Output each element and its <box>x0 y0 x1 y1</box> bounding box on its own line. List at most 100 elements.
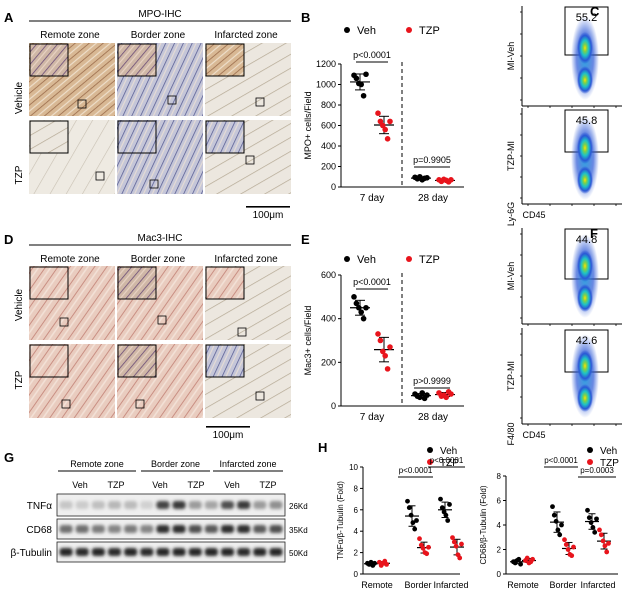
micrograph-inset <box>29 266 69 300</box>
panel-letter-e: E <box>301 232 310 247</box>
flow-panel-c: MI-Veh 55.2 TZP-MI 45.8 Ly-6G CD45 <box>506 6 622 226</box>
p-value-label: p=0.9905 <box>413 155 451 165</box>
x-category-label: 7 day <box>360 412 384 423</box>
legend-marker <box>427 447 433 453</box>
data-point <box>420 545 426 551</box>
data-point <box>598 532 604 538</box>
data-point <box>597 527 602 533</box>
legend-label: TZP <box>600 458 619 469</box>
blot-lane-label: TZP <box>108 480 125 490</box>
legend-label: TZP <box>419 25 440 37</box>
blot-band <box>237 501 251 509</box>
blot-band <box>188 501 202 509</box>
data-point <box>356 304 362 311</box>
y-tick-label: 400 <box>321 314 336 324</box>
blot-band <box>188 548 202 556</box>
data-point <box>406 505 412 511</box>
flow-sample-label: TZP-MI <box>506 361 516 391</box>
blot-band <box>220 525 235 533</box>
legend-marker <box>587 459 593 465</box>
data-point <box>438 496 443 502</box>
y-tick-label: 600 <box>321 270 336 280</box>
blot-band <box>204 548 218 556</box>
data-point <box>358 81 365 88</box>
data-point <box>380 122 386 129</box>
scale-bar <box>246 206 290 208</box>
data-point <box>360 92 367 99</box>
data-point <box>358 309 365 315</box>
p-value-label: p>0.9999 <box>413 376 451 386</box>
flow-cloud-core <box>577 284 593 312</box>
blot-protein-label: TNFα <box>27 501 52 512</box>
blot-band <box>237 525 251 533</box>
data-point <box>377 337 384 344</box>
data-point <box>450 535 455 541</box>
micrograph-inset <box>117 43 157 77</box>
micrograph-inset <box>205 43 245 77</box>
panel-c: C MI-Veh 55.2 TZP-MI 45.8 Ly-6G CD45 <box>506 4 622 226</box>
data-point <box>363 304 369 311</box>
blot-group-label: Border zone <box>151 459 200 469</box>
data-point <box>375 331 381 337</box>
y-tick-label: 8 <box>497 472 502 481</box>
flow-sample-label: TZP-MI <box>506 141 516 171</box>
data-point <box>426 544 431 550</box>
data-point <box>592 529 598 535</box>
blot-band <box>91 525 105 533</box>
chart-b: 0 200 400 600 800 1000 1200 MPO+ cells/Field 7 d… <box>303 25 464 204</box>
flow-cloud-core <box>577 66 593 94</box>
panel-d-zone-label: Infarcted zone <box>214 254 278 265</box>
y-tick-label: 10 <box>349 463 358 472</box>
x-category-label: Remote <box>507 580 539 590</box>
panel-d-row-label: TZP <box>14 370 25 389</box>
data-point <box>387 118 393 125</box>
data-point <box>360 315 367 322</box>
panel-a-zone-label: Infarcted zone <box>214 30 278 41</box>
data-point <box>353 75 360 82</box>
p-value-label: p<0.0001 <box>544 456 578 465</box>
legend-marker <box>344 27 350 33</box>
data-point <box>551 512 557 518</box>
data-point <box>448 391 454 397</box>
data-point <box>445 518 451 523</box>
blot-size-label: 50Kd <box>289 549 308 558</box>
micrograph-inset <box>117 120 157 154</box>
blot-band <box>107 548 122 556</box>
data-point <box>382 126 389 133</box>
y-tick-label: 4 <box>497 521 502 530</box>
panel-letter-b: B <box>301 10 310 25</box>
micrograph-roi-box <box>61 399 71 409</box>
data-point <box>380 348 386 355</box>
data-point <box>377 118 384 125</box>
micrograph-inset <box>205 266 245 300</box>
y-tick-label: 600 <box>321 121 336 131</box>
data-point <box>600 538 606 544</box>
micrograph-roi-box <box>59 317 69 327</box>
flow-sample-label: MI-Veh <box>506 42 516 71</box>
data-point <box>569 553 575 559</box>
flow-y-label: F4/80 <box>506 422 516 445</box>
data-point <box>384 561 389 567</box>
legend-marker <box>587 447 593 453</box>
data-point <box>453 543 459 549</box>
blot-band <box>220 548 235 556</box>
chart-h-tnfa: 0 2 4 6 8 10 TNFα/β-Tubulin (Fold) Remote Border… <box>336 446 469 590</box>
data-point <box>590 525 596 530</box>
panel-a-row-label: Vehicle <box>14 81 25 114</box>
data-point <box>606 540 611 546</box>
data-point <box>550 504 555 510</box>
data-point <box>351 294 357 300</box>
data-point <box>459 541 464 547</box>
legend-label: TZP <box>419 254 440 266</box>
blot-band <box>237 548 251 556</box>
blot-band <box>75 501 89 509</box>
scale-bar-label: 100μm <box>253 210 284 221</box>
data-point <box>457 555 463 561</box>
data-point <box>516 556 522 562</box>
flow-x-label: CD45 <box>522 210 545 220</box>
blot-lane-label: TZP <box>188 480 205 490</box>
data-point <box>417 394 423 401</box>
y-tick-label: 2 <box>354 549 359 558</box>
panel-d-zone-label: Remote zone <box>40 254 100 265</box>
